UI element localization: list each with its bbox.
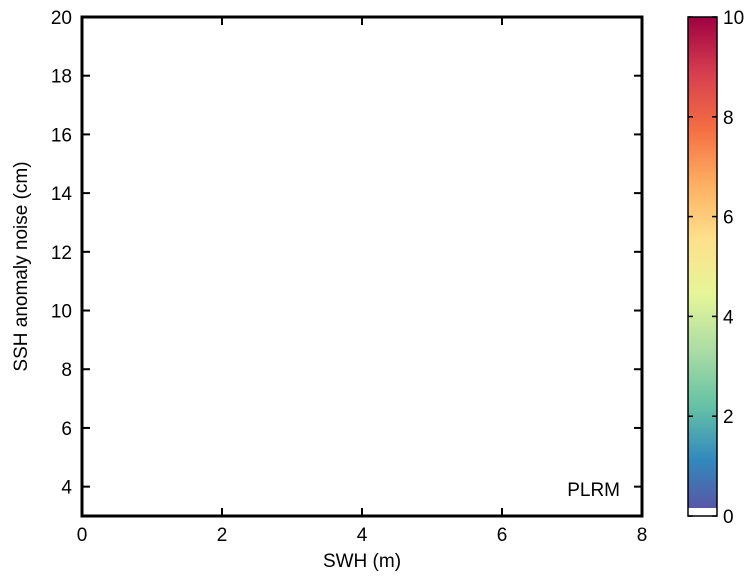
colorbar-tick-label: 6: [723, 208, 734, 229]
y-tick-label: 20: [51, 8, 72, 29]
colorbar-frame: [687, 16, 718, 517]
plot-frame: [80, 15, 644, 518]
colorbar-lowest-bin: [688, 508, 717, 516]
x-tick-label: 4: [357, 525, 368, 546]
x-tick-label: 2: [217, 525, 228, 546]
plot-annotation: PLRM: [567, 480, 620, 501]
y-tick-label: 16: [51, 125, 72, 146]
y-axis-label: SSH anomaly noise (cm): [11, 161, 32, 371]
x-tick-label: 6: [497, 525, 508, 546]
colorbar-tick-label: 8: [723, 108, 734, 129]
y-tick-label: 6: [61, 419, 72, 440]
colorbar-tick-label: 4: [723, 307, 734, 328]
x-tick-label: 8: [637, 525, 648, 546]
y-tick-label: 10: [51, 302, 72, 323]
plot-background: [82, 17, 642, 516]
colorbar-gradient: [688, 17, 717, 516]
colorbar-tick-label: 2: [723, 407, 734, 428]
plot-area: 0 2 4 6 8 4 6 8 10 12 14 16 18 20: [51, 8, 647, 546]
x-axis-label: SWH (m): [323, 551, 401, 572]
colorbar: 0 2 4 6 8 10: [687, 8, 744, 528]
y-tick-label: 18: [51, 67, 72, 88]
colorbar-ticks: 0 2 4 6 8 10: [688, 8, 744, 528]
y-tick-label: 14: [51, 184, 73, 205]
x-tick-label: 0: [77, 525, 88, 546]
colorbar-tick-label: 0: [723, 507, 734, 528]
y-tick-label: 8: [61, 360, 72, 381]
y-tick-label: 4: [61, 478, 72, 499]
colorbar-tick-label: 10: [723, 8, 744, 29]
y-tick-label: 12: [51, 243, 72, 264]
